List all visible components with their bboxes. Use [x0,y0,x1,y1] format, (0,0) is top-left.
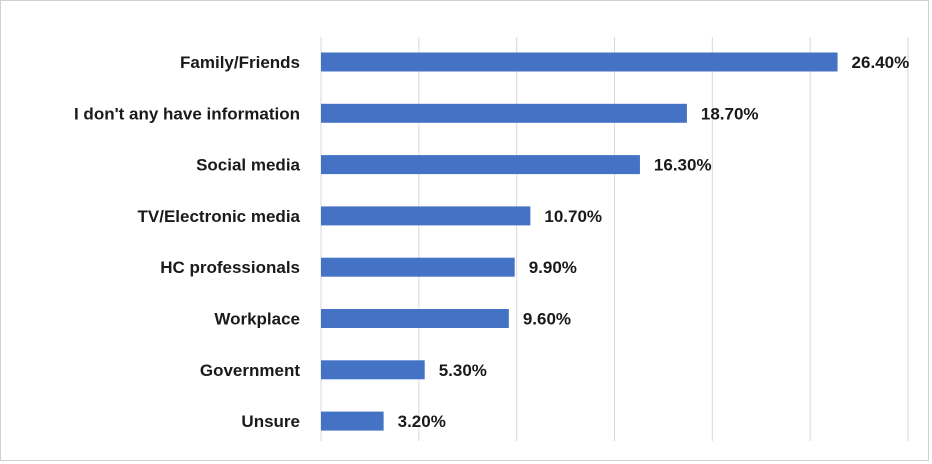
bar [321,257,515,277]
data-label: 18.70% [701,104,759,123]
gridlines [320,37,909,441]
category-label: HC professionals [160,258,300,277]
bar [321,360,425,380]
data-label: 9.60% [523,310,571,329]
data-label: 9.90% [529,258,577,277]
category-label: Unsure [241,412,300,431]
bar [321,206,531,226]
bar [321,411,384,431]
data-label: 26.40% [852,53,910,72]
bar [321,103,687,123]
bar [321,155,640,175]
value-labels: 26.40% 18.70% 16.30% 10.70% 9.90% 9.60% 5.30% 3… [398,53,910,431]
data-label: 16.30% [654,156,712,175]
data-label: 5.30% [439,361,487,380]
category-label: Social media [196,156,300,175]
bar [321,309,509,328]
category-label: TV/Electronic media [138,207,301,226]
data-label: 3.20% [398,412,446,431]
category-label: I don't any have information [74,104,300,123]
category-label: Workplace [214,310,300,329]
data-label: 10.70% [544,207,602,226]
category-label: Family/Friends [180,53,300,72]
bar [321,52,838,72]
bars [321,52,838,431]
category-labels: Family/Friends I don't any have informati… [74,53,301,431]
category-label: Government [200,361,300,380]
